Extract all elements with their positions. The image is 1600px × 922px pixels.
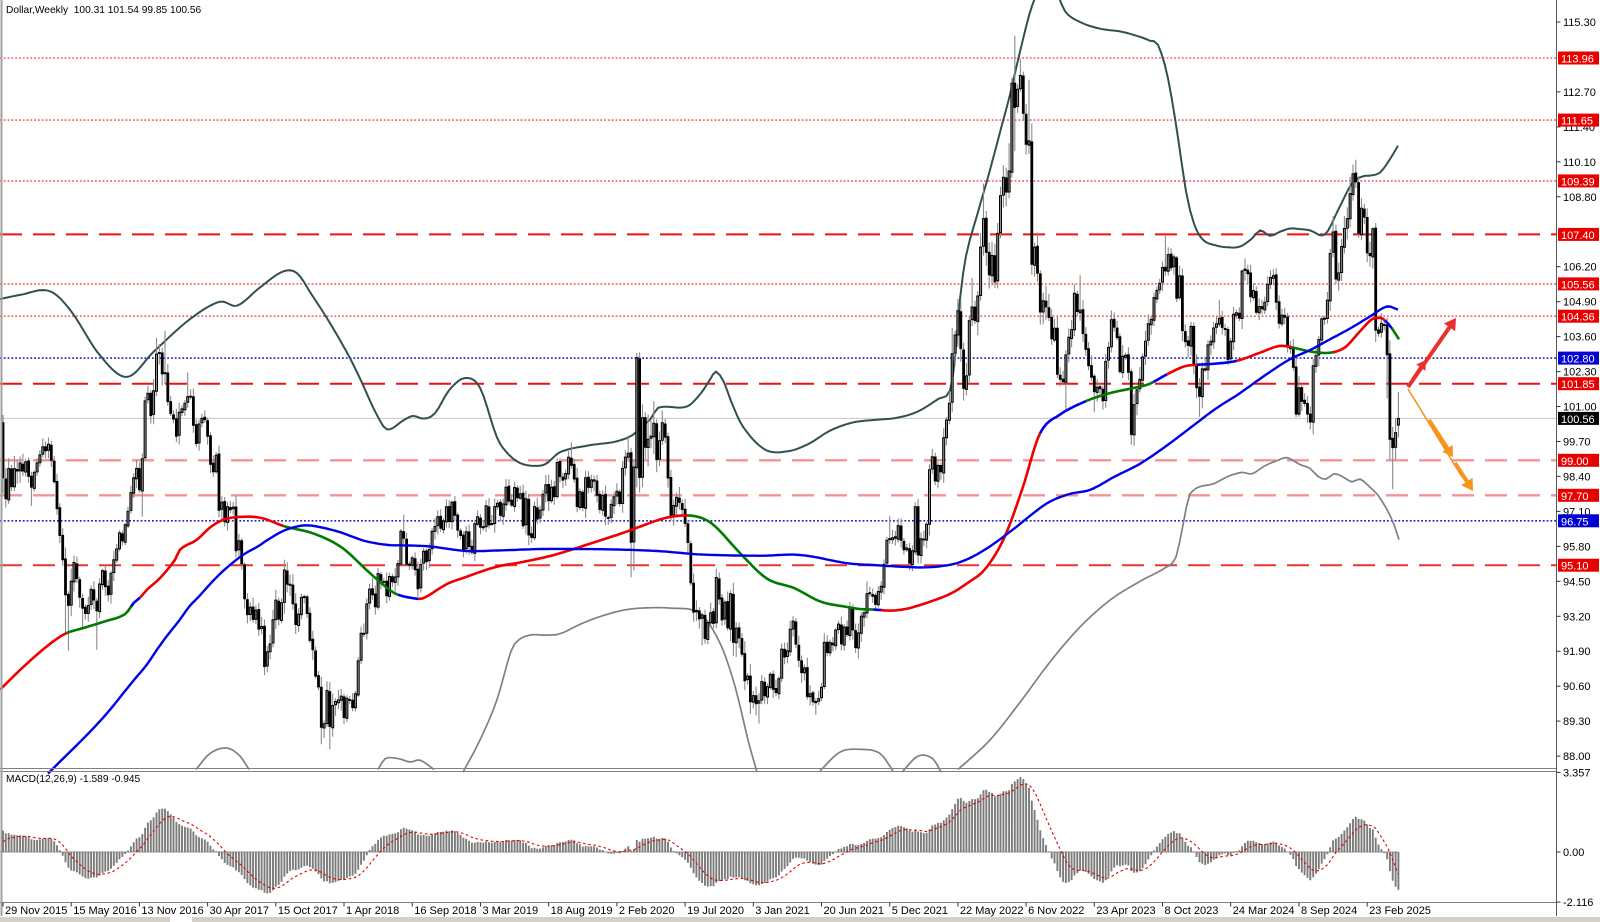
svg-text:115.30: 115.30 xyxy=(1563,17,1596,29)
svg-text:18 Aug 2019: 18 Aug 2019 xyxy=(551,905,613,917)
svg-text:20 Jun 2021: 20 Jun 2021 xyxy=(823,905,884,917)
svg-text:16 Sep 2018: 16 Sep 2018 xyxy=(414,905,476,917)
svg-text:96.75: 96.75 xyxy=(1561,516,1589,528)
svg-text:23 Apr 2023: 23 Apr 2023 xyxy=(1096,905,1155,917)
svg-text:104.90: 104.90 xyxy=(1563,297,1597,309)
svg-text:24 Mar 2024: 24 Mar 2024 xyxy=(1233,905,1295,917)
svg-text:29 Nov 2015: 29 Nov 2015 xyxy=(5,905,67,917)
svg-text:113.96: 113.96 xyxy=(1561,54,1594,66)
svg-text:112.70: 112.70 xyxy=(1563,87,1596,99)
svg-text:22 May 2022: 22 May 2022 xyxy=(960,905,1024,917)
svg-text:0.00: 0.00 xyxy=(1563,847,1584,859)
svg-text:103.60: 103.60 xyxy=(1563,332,1597,344)
svg-text:110.10: 110.10 xyxy=(1563,157,1596,169)
svg-text:-2.116: -2.116 xyxy=(1563,897,1593,909)
svg-text:Dollar,Weekly 100.31 101.54 9: Dollar,Weekly 100.31 101.54 99.85 100.56 xyxy=(6,5,202,16)
svg-text:95.80: 95.80 xyxy=(1563,541,1591,553)
svg-text:101.85: 101.85 xyxy=(1561,379,1595,391)
svg-text:3.357: 3.357 xyxy=(1563,767,1591,779)
svg-text:15 Oct 2017: 15 Oct 2017 xyxy=(278,905,338,917)
svg-text:94.50: 94.50 xyxy=(1563,576,1591,588)
svg-text:88.00: 88.00 xyxy=(1563,751,1591,763)
svg-text:105.56: 105.56 xyxy=(1561,279,1595,291)
svg-text:104.36: 104.36 xyxy=(1561,312,1595,324)
svg-text:30 Apr 2017: 30 Apr 2017 xyxy=(210,905,269,917)
svg-text:2 Feb 2020: 2 Feb 2020 xyxy=(619,905,675,917)
svg-text:108.80: 108.80 xyxy=(1563,192,1597,204)
svg-text:111.65: 111.65 xyxy=(1561,116,1593,128)
svg-text:6 Nov 2022: 6 Nov 2022 xyxy=(1028,905,1084,917)
svg-text:99.00: 99.00 xyxy=(1561,456,1589,468)
svg-text:107.40: 107.40 xyxy=(1561,230,1595,242)
svg-text:93.20: 93.20 xyxy=(1563,611,1591,623)
svg-text:3 Mar 2019: 3 Mar 2019 xyxy=(482,905,538,917)
svg-text:102.80: 102.80 xyxy=(1561,354,1595,366)
svg-text:95.10: 95.10 xyxy=(1561,561,1589,573)
svg-text:19 Jul 2020: 19 Jul 2020 xyxy=(687,905,744,917)
svg-text:101.00: 101.00 xyxy=(1563,402,1597,414)
svg-text:109.39: 109.39 xyxy=(1561,176,1595,188)
svg-text:98.40: 98.40 xyxy=(1563,471,1591,483)
svg-text:1 Apr 2018: 1 Apr 2018 xyxy=(346,905,399,917)
svg-text:97.70: 97.70 xyxy=(1561,491,1589,503)
svg-text:89.30: 89.30 xyxy=(1563,716,1591,728)
svg-text:91.90: 91.90 xyxy=(1563,646,1591,658)
svg-text:3 Jan 2021: 3 Jan 2021 xyxy=(755,905,809,917)
svg-text:99.70: 99.70 xyxy=(1563,436,1591,448)
svg-text:90.60: 90.60 xyxy=(1563,681,1591,693)
svg-text:5 Dec 2021: 5 Dec 2021 xyxy=(892,905,948,917)
svg-text:MACD(12,26,9) -1.589 -0.945: MACD(12,26,9) -1.589 -0.945 xyxy=(6,774,141,785)
svg-text:102.30: 102.30 xyxy=(1563,367,1597,379)
svg-text:106.20: 106.20 xyxy=(1563,262,1597,274)
svg-text:100.56: 100.56 xyxy=(1561,414,1595,426)
svg-text:13 Nov 2016: 13 Nov 2016 xyxy=(141,905,203,917)
svg-text:23 Feb 2025: 23 Feb 2025 xyxy=(1369,905,1431,917)
svg-text:8 Oct 2023: 8 Oct 2023 xyxy=(1165,905,1219,917)
svg-text:15 May 2016: 15 May 2016 xyxy=(73,905,137,917)
svg-text:8 Sep 2024: 8 Sep 2024 xyxy=(1301,905,1357,917)
